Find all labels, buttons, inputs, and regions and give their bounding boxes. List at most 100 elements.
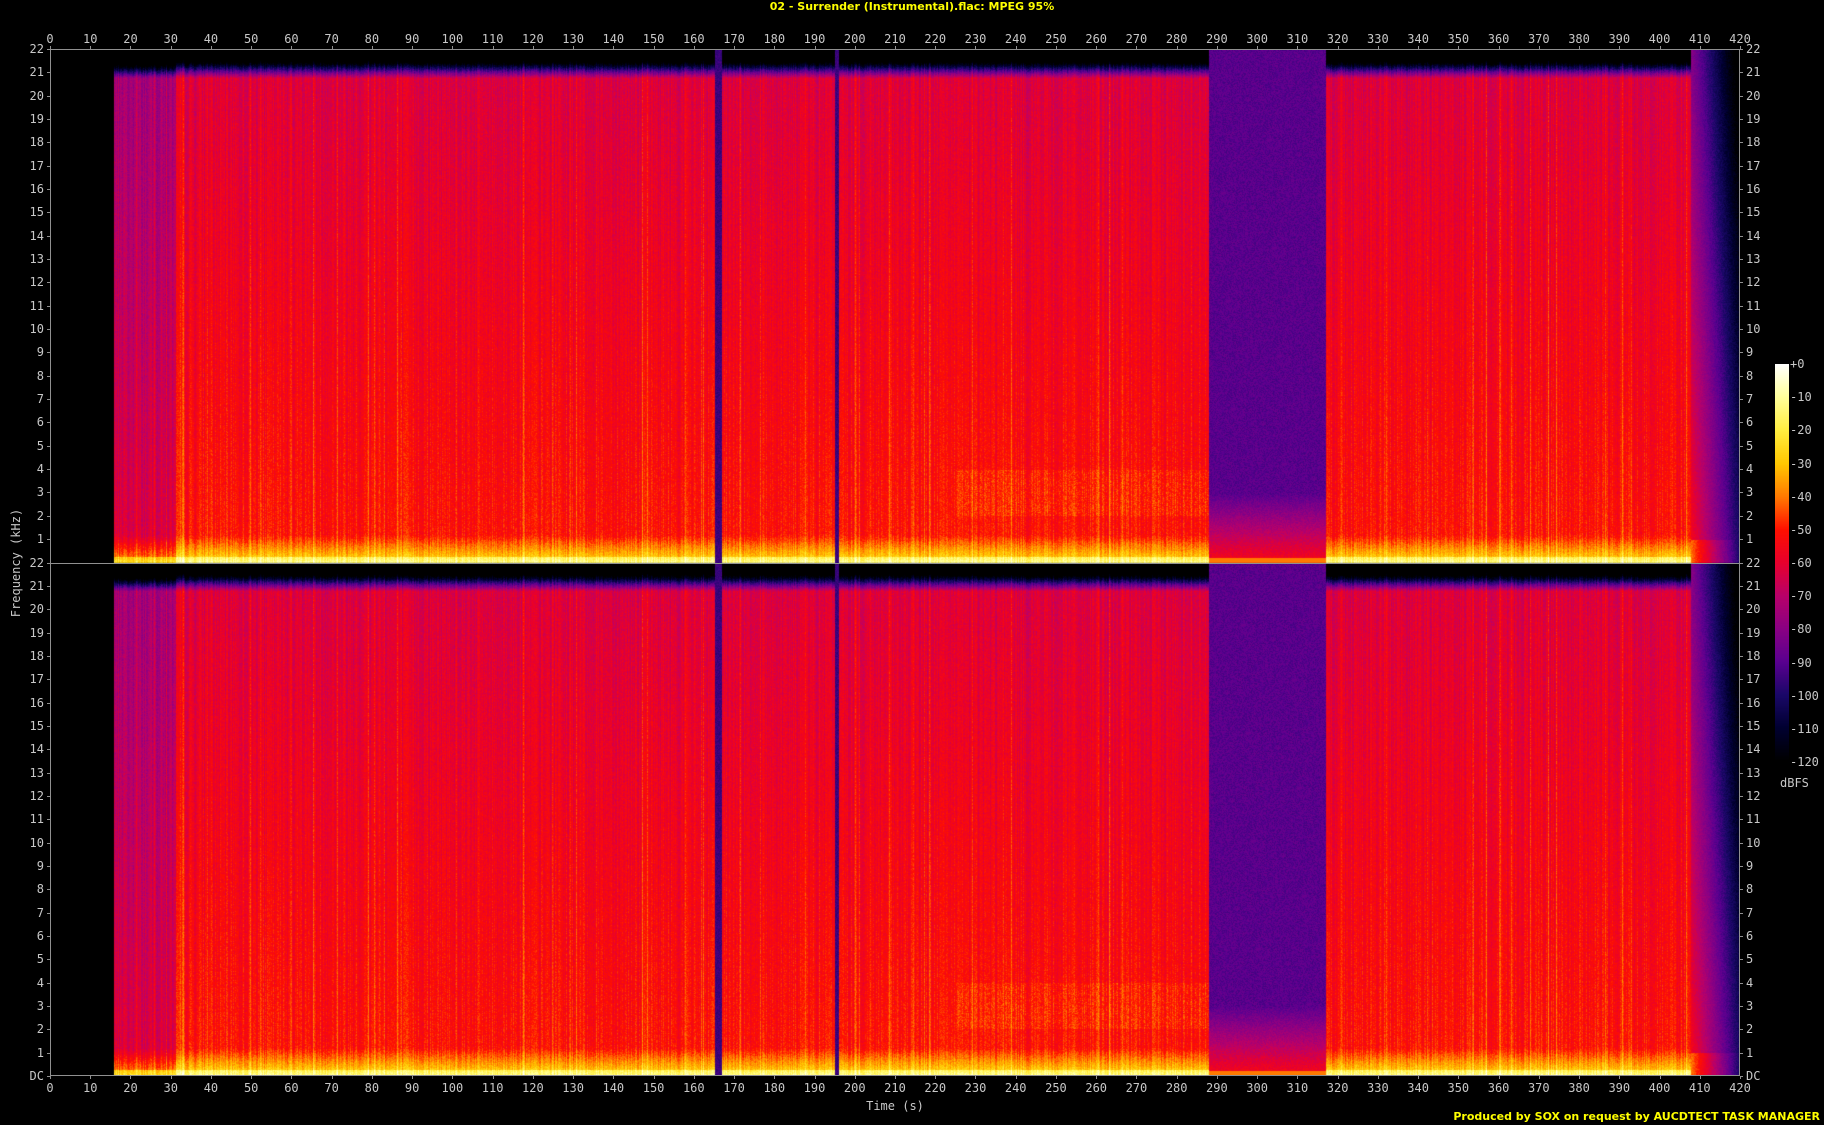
- y-tick-mark: [47, 982, 50, 984]
- y-tick-mark: [47, 142, 50, 144]
- y-tick-label-left: 16: [29, 695, 44, 710]
- colorbar-tick-label: -50: [1790, 522, 1812, 537]
- x-tick-label-bottom: 180: [763, 1081, 786, 1095]
- x-tick-label-top: 320: [1326, 32, 1349, 46]
- y-tick-label-right: 5: [1746, 438, 1754, 453]
- y-tick-mark: [1740, 772, 1743, 774]
- x-tick-mark: [251, 1076, 253, 1079]
- x-tick-label-bottom: 70: [324, 1081, 339, 1095]
- y-tick-mark: [47, 189, 50, 191]
- y-tick-label-right: 2: [1746, 508, 1754, 523]
- y-tick-mark: [1740, 609, 1743, 611]
- x-tick-label-bottom: 100: [441, 1081, 464, 1095]
- x-tick-mark: [814, 1076, 816, 1079]
- y-tick-mark: [47, 492, 50, 494]
- y-tick-label-left: 12: [29, 275, 44, 290]
- y-tick-label-left: 10: [29, 322, 44, 337]
- y-tick-mark: [47, 585, 50, 587]
- x-tick-label-top: 270: [1125, 32, 1148, 46]
- colorbar-tick-label: -20: [1790, 423, 1812, 438]
- y-tick-label-left: 21: [29, 65, 44, 80]
- y-tick-mark: [1740, 539, 1743, 541]
- x-tick-label-top: 180: [763, 32, 786, 46]
- y-tick-label-right: 4: [1746, 462, 1754, 477]
- y-tick-label-left: 20: [29, 602, 44, 617]
- colorbar-tick-label: -110: [1790, 721, 1819, 736]
- x-tick-label-bottom: 10: [83, 1081, 98, 1095]
- y-tick-mark: [47, 95, 50, 97]
- y-tick-mark: [1740, 1076, 1743, 1077]
- y-tick-mark: [47, 655, 50, 657]
- x-tick-label-top: 210: [884, 32, 906, 46]
- y-tick-label-right: 16: [1746, 695, 1761, 710]
- y-tick-mark: [47, 912, 50, 914]
- y-tick-mark: [47, 935, 50, 937]
- y-tick-mark: [47, 49, 50, 50]
- x-tick-mark: [1699, 46, 1701, 49]
- y-tick-label-left: 13: [29, 765, 44, 780]
- y-axis-label: Frequency (kHz): [9, 508, 23, 618]
- x-tick-label-bottom: 410: [1688, 1081, 1711, 1095]
- y-tick-label-left: 11: [29, 298, 44, 313]
- y-tick-mark: [1740, 1005, 1743, 1007]
- y-tick-mark: [1740, 329, 1743, 331]
- y-tick-label-right: 8: [1746, 368, 1754, 383]
- x-tick-label-top: 130: [562, 32, 584, 46]
- y-tick-label-left: 3: [36, 485, 44, 500]
- x-tick-mark: [1297, 46, 1299, 49]
- y-tick-label-right: 21: [1746, 578, 1761, 593]
- x-tick-label-bottom: 50: [243, 1081, 259, 1095]
- y-tick-label-right: 20: [1746, 602, 1761, 617]
- y-tick-mark: [1740, 95, 1743, 97]
- x-tick-mark: [693, 1076, 695, 1079]
- colorbar-tick-label: -80: [1790, 622, 1812, 637]
- x-tick-mark: [1377, 46, 1379, 49]
- x-tick-mark: [452, 1076, 454, 1079]
- x-tick-mark: [1579, 1076, 1581, 1079]
- x-tick-label-top: 420: [1729, 32, 1751, 46]
- y-tick-label-left: 7: [36, 905, 44, 920]
- x-tick-mark: [1257, 46, 1259, 49]
- x-tick-mark: [975, 1076, 977, 1079]
- y-tick-label-left: 5: [36, 438, 44, 453]
- y-tick-mark: [1740, 1029, 1743, 1031]
- x-tick-label-bottom: 140: [602, 1081, 625, 1095]
- y-tick-mark: [1740, 119, 1743, 121]
- x-tick-mark: [1216, 46, 1218, 49]
- y-tick-label-left: 17: [29, 158, 44, 173]
- x-tick-mark: [653, 46, 655, 49]
- x-tick-mark: [331, 46, 333, 49]
- y-tick-mark: [1740, 959, 1743, 961]
- x-tick-mark: [1176, 46, 1178, 49]
- y-tick-label-left: 15: [29, 718, 44, 733]
- x-tick-mark: [210, 1076, 212, 1079]
- y-tick-mark: [47, 749, 50, 751]
- y-tick-label-right: 6: [1746, 928, 1754, 943]
- x-tick-label-top: 160: [682, 32, 705, 46]
- y-tick-mark: [47, 165, 50, 167]
- x-tick-label-bottom: 370: [1527, 1081, 1550, 1095]
- x-tick-mark: [210, 46, 212, 49]
- y-tick-label-left: 13: [29, 252, 44, 267]
- y-tick-label-right: 14: [1746, 742, 1761, 757]
- x-tick-label-top: 10: [83, 32, 98, 46]
- x-tick-mark: [653, 1076, 655, 1079]
- y-tick-mark: [47, 819, 50, 821]
- x-tick-mark: [734, 46, 736, 49]
- x-tick-label-bottom: 260: [1085, 1081, 1108, 1095]
- x-tick-label-top: 50: [243, 32, 259, 46]
- x-tick-label-top: 240: [1004, 32, 1027, 46]
- x-tick-label-bottom: 90: [404, 1081, 420, 1095]
- y-tick-label-left: 16: [29, 182, 44, 197]
- y-tick-mark: [1740, 305, 1743, 307]
- y-tick-label-right: 22: [1746, 42, 1761, 56]
- y-tick-mark: [47, 539, 50, 541]
- x-tick-label-top: 280: [1165, 32, 1188, 46]
- y-tick-mark: [1740, 702, 1743, 704]
- y-tick-mark: [1740, 679, 1743, 681]
- x-tick-mark: [1055, 46, 1057, 49]
- y-tick-mark: [1740, 865, 1743, 867]
- x-tick-mark: [1740, 1076, 1741, 1079]
- footer-credit: Produced by SOX on request by AUCDTECT T…: [1453, 1110, 1820, 1123]
- x-tick-mark: [1136, 1076, 1138, 1079]
